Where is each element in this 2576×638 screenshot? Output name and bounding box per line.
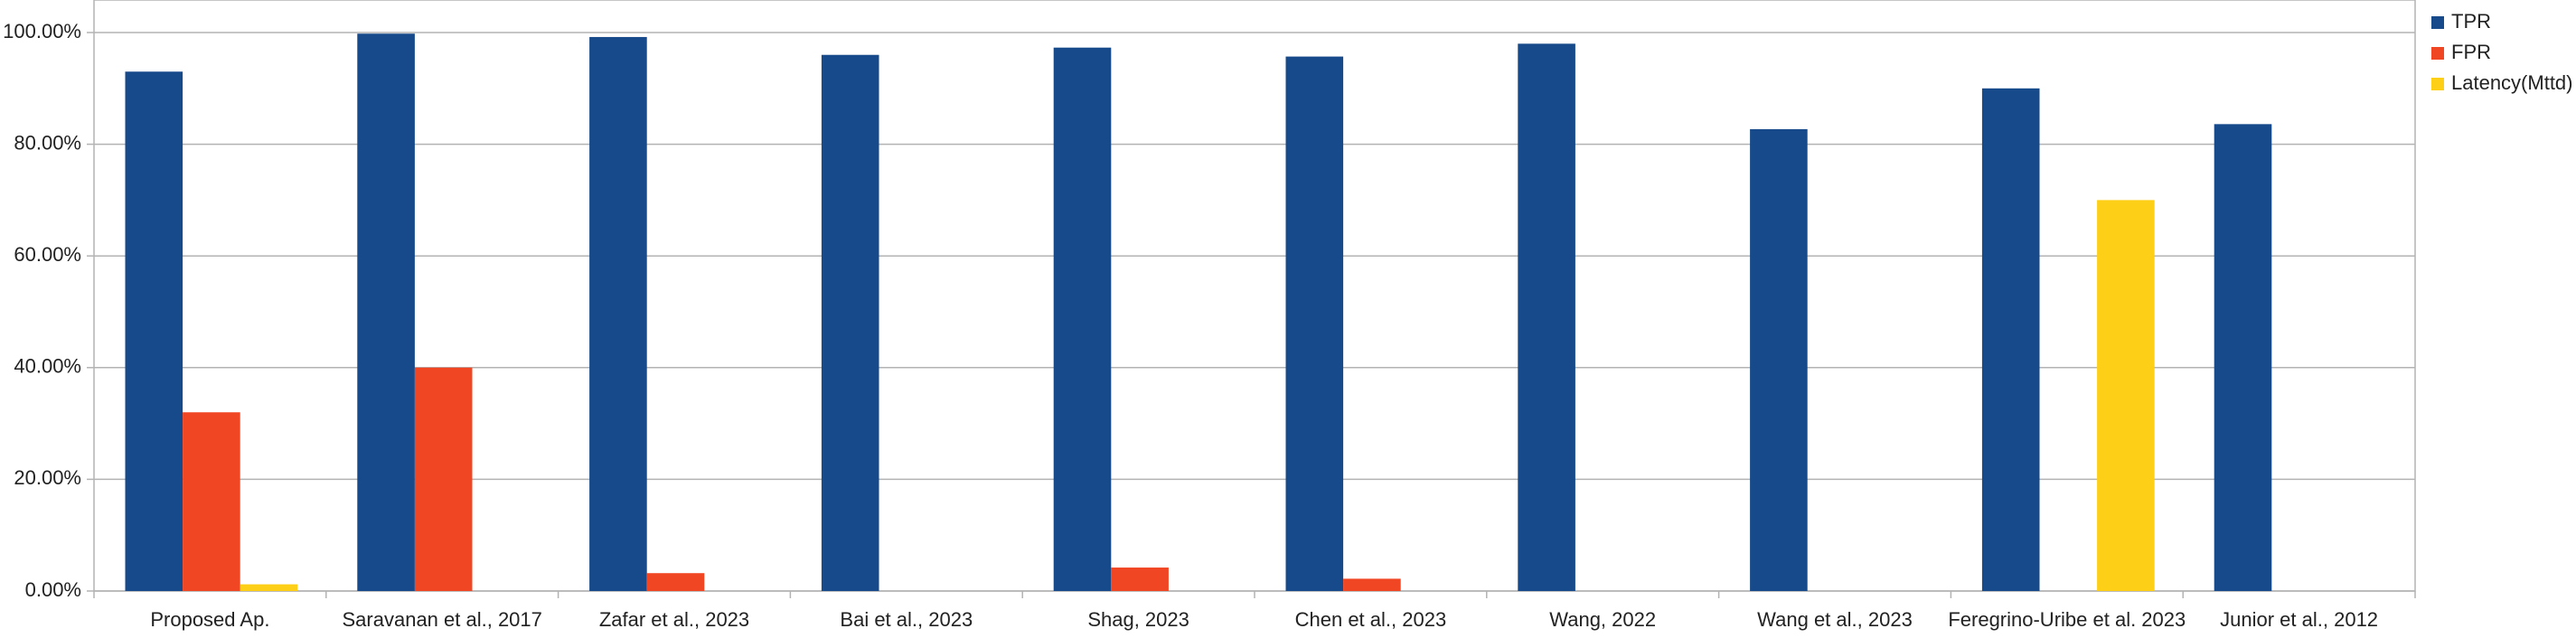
x-tick-label: Bai et al., 2023 bbox=[840, 608, 973, 631]
legend-label: TPR bbox=[2451, 10, 2491, 33]
bar bbox=[1111, 568, 1169, 591]
x-tick-label: Saravanan et al., 2017 bbox=[343, 608, 542, 631]
bar bbox=[1285, 56, 1344, 592]
legend-swatch bbox=[2431, 78, 2444, 90]
bar bbox=[2097, 200, 2155, 591]
y-tick-label: 0.00% bbox=[25, 578, 81, 601]
y-tick-label: 60.00% bbox=[14, 243, 81, 266]
bar bbox=[821, 54, 879, 592]
y-tick-label: 20.00% bbox=[14, 466, 81, 489]
y-tick-label: 100.00% bbox=[3, 20, 81, 42]
bar bbox=[1053, 47, 1112, 592]
bar bbox=[183, 412, 240, 591]
x-tick-label: Wang, 2022 bbox=[1549, 608, 1656, 631]
x-tick-label: Chen et al., 2023 bbox=[1295, 608, 1447, 631]
bar bbox=[1981, 88, 2040, 592]
bar bbox=[357, 33, 415, 591]
bar bbox=[2214, 124, 2272, 592]
x-tick-label: Shag, 2023 bbox=[1087, 608, 1189, 631]
bar bbox=[1750, 128, 1808, 591]
x-tick-label: Wang et al., 2023 bbox=[1757, 608, 1913, 631]
x-tick-label: Junior et al., 2012 bbox=[2220, 608, 2378, 631]
bar bbox=[1518, 43, 1575, 592]
legend-swatch bbox=[2431, 47, 2444, 60]
bar bbox=[240, 584, 298, 591]
x-tick-label: Proposed Ap. bbox=[150, 608, 269, 631]
y-tick-label: 40.00% bbox=[14, 355, 81, 378]
bar bbox=[414, 367, 473, 591]
bar bbox=[646, 573, 705, 591]
bar bbox=[1343, 578, 1401, 591]
legend-label: Latency(Mttd) bbox=[2451, 71, 2573, 94]
bar bbox=[125, 71, 183, 591]
legend-label: FPR bbox=[2451, 41, 2491, 63]
y-tick-label: 80.00% bbox=[14, 131, 81, 154]
x-tick-label: Feregrino-Uribe et al. 2023 bbox=[1948, 608, 2186, 631]
bar bbox=[589, 36, 647, 592]
legend-swatch bbox=[2431, 16, 2444, 29]
x-tick-label: Zafar et al., 2023 bbox=[599, 608, 749, 631]
